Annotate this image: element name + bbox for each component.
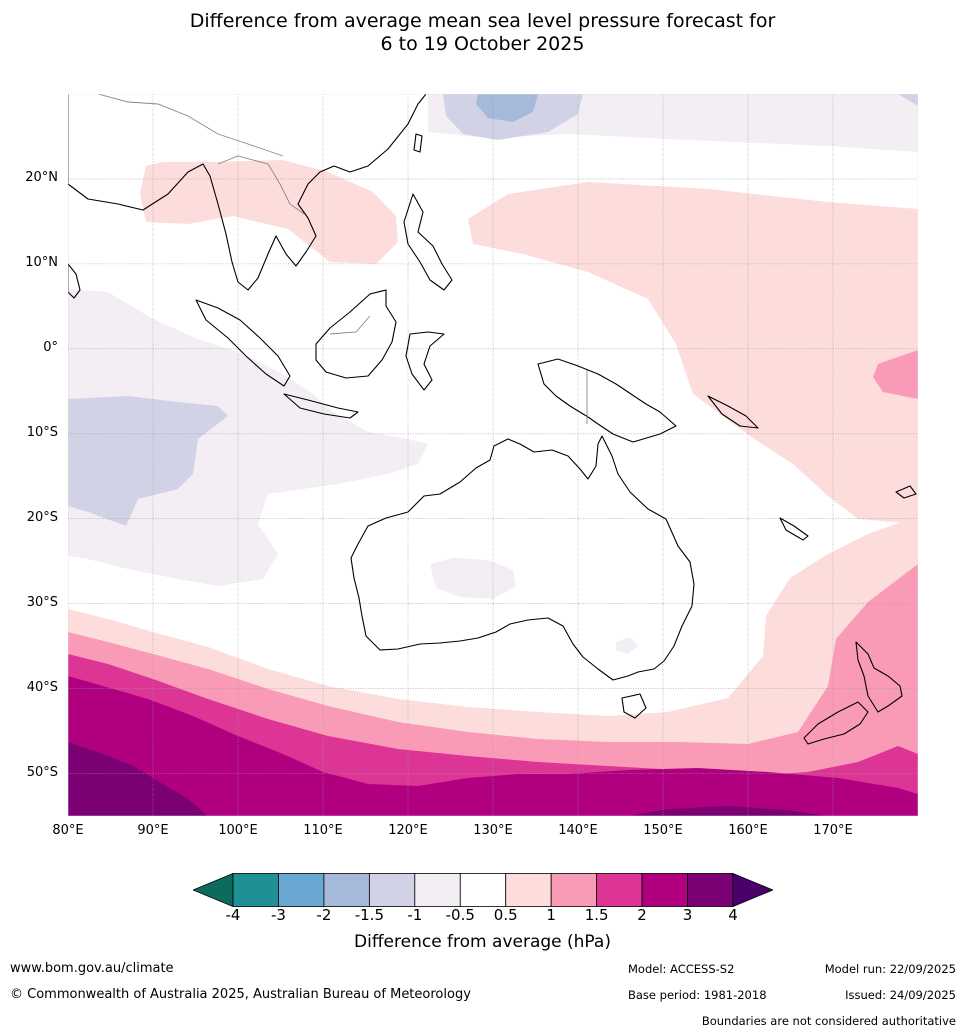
latitude-label: 30°S [26, 594, 58, 610]
colorbar-tick-label: -2 [316, 906, 332, 924]
footer-disclaimer: Boundaries are not considered authoritat… [701, 1014, 956, 1028]
colorbar-tick-label: -3 [270, 906, 286, 924]
boundary-indochina [217, 155, 305, 215]
colorbar-tick-label: 1.5 [584, 906, 609, 924]
region-neg-05-australia [430, 558, 516, 599]
longitude-label: 150°E [643, 823, 683, 838]
coastlines [68, 94, 917, 745]
footer-copyright: © Commonwealth of Australia 2025, Austra… [10, 987, 471, 1002]
coastline-new-zealand-north [855, 641, 903, 713]
coastline-new-zealand-south [803, 701, 869, 745]
region-pos-20-southern [68, 676, 918, 816]
colorbar-tick-label: 3 [682, 906, 693, 924]
coastline-sumatra [195, 299, 291, 387]
region-neg-05-west [68, 289, 428, 586]
region-pos-05-indochina [140, 160, 398, 264]
map-canvas [68, 94, 918, 816]
colorbar-tick-label: -1.5 [354, 906, 384, 924]
latitude-label: 20°S [26, 509, 58, 525]
pressure-anomaly-map [68, 94, 918, 816]
latitude-label: 50°S [26, 764, 58, 780]
latitude-label: 40°S [26, 679, 58, 695]
country-boundaries [97, 94, 588, 424]
colorbar-swatch [323, 873, 370, 907]
coastline-philippines [403, 193, 453, 291]
footer-model-run: Model run: 22/09/2025 [824, 962, 956, 976]
colorbar-swatches [191, 872, 775, 908]
footer-website[interactable]: www.bom.gov.au/climate [10, 961, 174, 976]
coastline-australia [350, 435, 695, 681]
colorbar-swatch [505, 873, 552, 907]
region-neg-10-northeast [898, 94, 918, 106]
coastline-solomons [707, 395, 759, 429]
latitude-label: 20°N [25, 169, 58, 185]
coastline-java [283, 393, 359, 419]
longitude-label: 120°E [388, 823, 428, 838]
colorbar [191, 872, 775, 908]
region-pos-05-pacific [468, 182, 918, 524]
title-line-2: 6 to 19 October 2025 [380, 33, 585, 55]
colorbar-tick-label: -1 [407, 906, 423, 924]
colorbar-swatch [232, 873, 279, 907]
coastline-sulawesi [405, 331, 445, 391]
region-pos-10-east [873, 350, 918, 399]
colorbar-tick-label: 1 [546, 906, 556, 924]
longitude-label: 160°E [728, 823, 768, 838]
colorbar-tick-label: 4 [728, 906, 738, 924]
region-neg-15-north [476, 94, 538, 122]
longitude-label: 80°E [52, 823, 84, 838]
footer-model: Model: ACCESS-S2 [628, 962, 735, 976]
colorbar-swatch [550, 873, 598, 907]
boundary-borneo [329, 315, 371, 335]
coastline-tasmania [621, 693, 647, 719]
footer-issued: Issued: 24/09/2025 [845, 988, 956, 1002]
longitude-label: 90°E [137, 823, 169, 838]
colorbar-label: Difference from average (hPa) [354, 932, 611, 952]
map-title: Difference from average mean sea level p… [0, 10, 965, 56]
coastline-new-guinea [537, 358, 677, 443]
colorbar-tick-label: 2 [637, 906, 647, 924]
coastline-taiwan [413, 133, 423, 153]
colorbar-swatch [641, 873, 688, 907]
boundary-china-north [97, 94, 284, 157]
region-pos-30-southeast [628, 806, 828, 816]
region-neg-05-victoria [616, 637, 638, 654]
colorbar-swatch [459, 873, 507, 907]
longitude-label: 110°E [303, 823, 343, 838]
latitude-label: 10°S [26, 424, 58, 440]
colorbar-swatch [414, 873, 461, 907]
coastline-asia-mainland [68, 94, 427, 291]
latitude-label: 0° [43, 339, 58, 355]
graticule [68, 94, 918, 816]
colorbar-swatch [278, 873, 325, 907]
colorbar-swatch [687, 873, 734, 907]
longitude-label: 130°E [473, 823, 513, 838]
latitude-label: 10°N [25, 254, 58, 270]
longitude-label: 170°E [813, 823, 853, 838]
colorbar-tick-label: 0.5 [493, 906, 518, 924]
colorbar-tick-label: -0.5 [445, 906, 475, 924]
region-pos-30-southern [68, 742, 208, 816]
coastline-sri-lanka [68, 263, 81, 299]
colorbar-high-extend [732, 872, 775, 908]
colorbar-low-extend [191, 872, 234, 908]
colorbar-swatch [368, 873, 416, 907]
colorbar-tick-label: -4 [225, 906, 241, 924]
longitude-label: 140°E [558, 823, 598, 838]
coastline-fiji [895, 485, 917, 499]
longitude-label: 100°E [218, 823, 258, 838]
region-neg-10-west [68, 396, 228, 526]
colorbar-swatch [596, 873, 643, 907]
title-line-1: Difference from average mean sea level p… [189, 10, 776, 32]
coastline-borneo [315, 289, 397, 379]
coastline-new-caledonia [779, 517, 809, 541]
footer-base-period: Base period: 1981-2018 [628, 988, 767, 1002]
